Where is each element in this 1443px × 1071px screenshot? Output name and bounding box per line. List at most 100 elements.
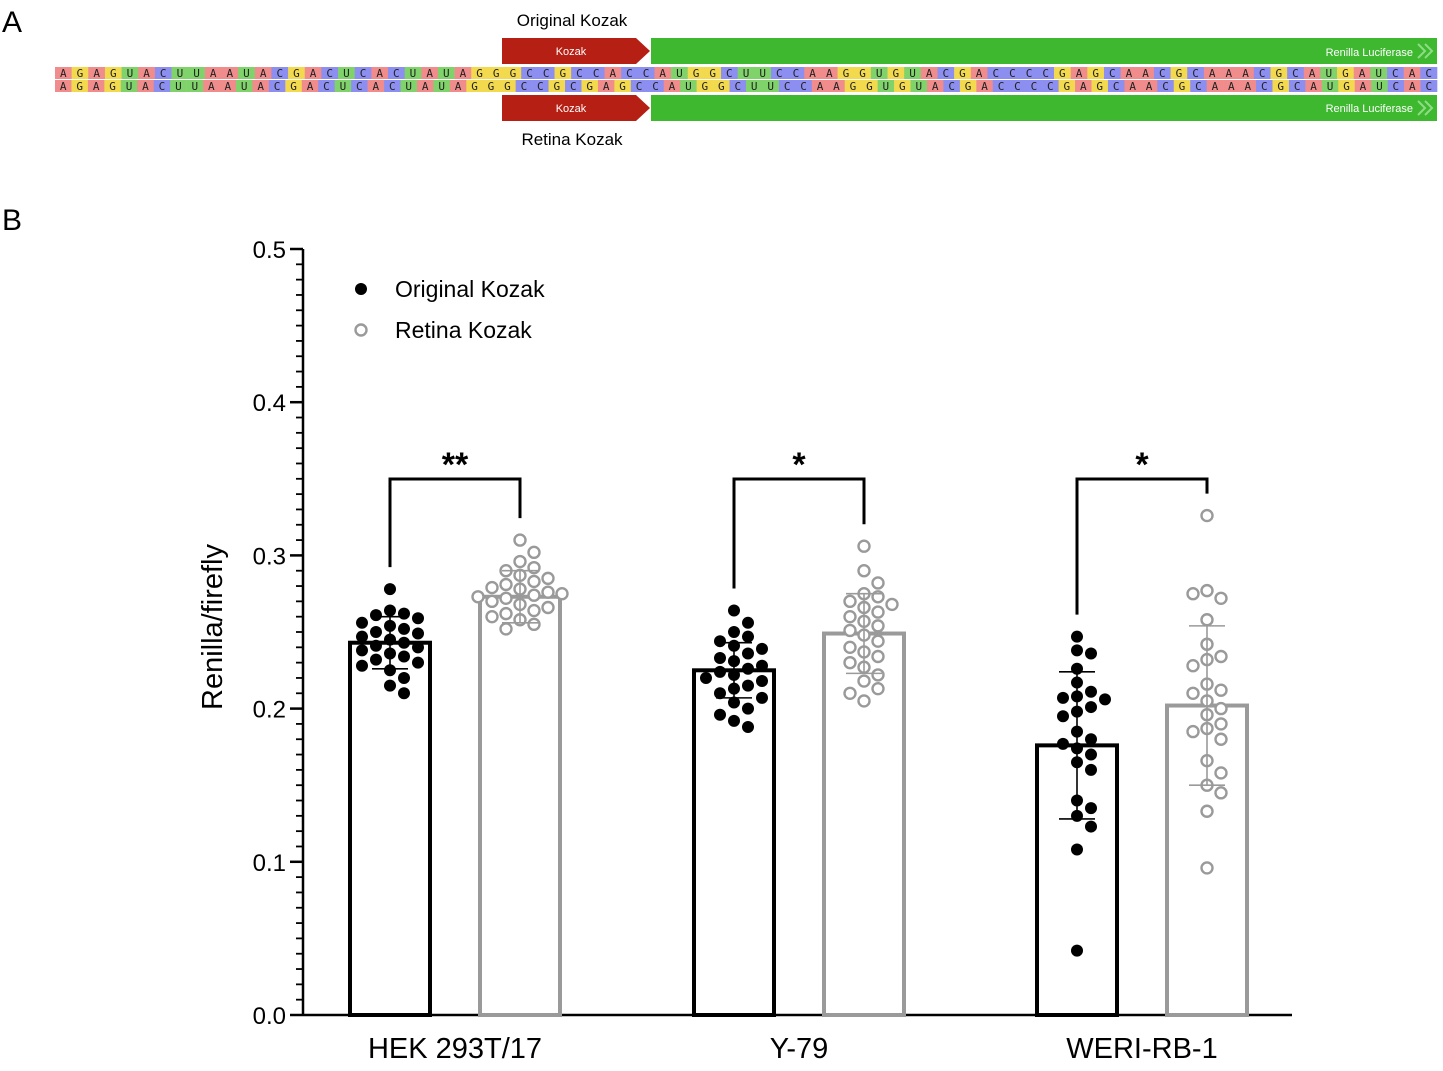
nucleotide-letter: C — [570, 80, 577, 93]
nucleotide-letter: C — [1042, 67, 1049, 80]
nucleotide-cell — [713, 80, 730, 92]
data-point-original-kozak — [370, 609, 382, 622]
nucleotide-cell — [704, 67, 722, 79]
nucleotide-cell — [604, 67, 622, 79]
nucleotide-letter: A — [1080, 80, 1087, 93]
nucleotide-letter: U — [1376, 80, 1383, 93]
data-point-retina-kozak — [1200, 804, 1214, 818]
data-point-original-kozak — [728, 714, 740, 727]
retina-kozak-feature-label: Retina Kozak — [521, 130, 623, 149]
nucleotide-letter: C — [800, 80, 807, 93]
data-point-original-kozak — [1071, 630, 1083, 643]
nucleotide-cell — [970, 67, 988, 79]
nucleotide-letter: U — [743, 67, 750, 80]
nucleotide-cell — [587, 67, 605, 79]
nucleotide-cell — [1387, 80, 1405, 92]
nucleotide-letter: G — [859, 67, 866, 80]
nucleotide-letter: C — [537, 80, 544, 93]
nucleotide-cell — [976, 80, 994, 92]
nucleotide-letter: C — [1292, 67, 1299, 80]
nucleotide-cell — [121, 67, 139, 79]
data-point-original-kozak — [398, 622, 410, 635]
nucleotide-cell — [1203, 67, 1221, 79]
nucleotide-letter: U — [1327, 80, 1334, 93]
nucleotide-cell — [55, 67, 72, 79]
nucleotide-letter: C — [1109, 67, 1116, 80]
nucleotide-letter: A — [932, 80, 939, 93]
nucleotide-cell — [663, 80, 681, 92]
nucleotide-letter: U — [126, 80, 133, 93]
data-point-original-kozak — [728, 626, 740, 638]
data-point-retina-kozak — [1186, 724, 1200, 739]
nucleotide-letter: C — [1392, 67, 1399, 80]
nucleotide-letter: A — [257, 80, 264, 93]
data-point-retina-kozak — [843, 594, 857, 609]
nucleotide-letter: G — [488, 80, 495, 93]
nucleotide-cell — [285, 80, 303, 92]
nucleotide-cell — [820, 67, 838, 79]
nucleotide-letter: C — [360, 67, 367, 80]
nucleotide-letter: G — [1343, 80, 1350, 93]
nucleotide-letter: U — [193, 67, 200, 80]
renilla-arrow-bottom-chevron-icon — [1417, 100, 1434, 116]
nucleotide-cell — [416, 80, 434, 92]
data-point-retina-kozak — [885, 597, 899, 612]
nucleotide-cell — [597, 80, 615, 92]
data-point-original-kozak — [714, 687, 726, 700]
nucleotide-cell — [1288, 80, 1306, 92]
nucleotide-cell — [654, 67, 672, 79]
nucleotide-letter: A — [669, 80, 676, 93]
nucleotide-cell — [1253, 67, 1271, 79]
data-point-original-kozak — [398, 607, 410, 620]
nucleotide-letter: A — [926, 67, 933, 80]
nucleotide-cell — [614, 80, 632, 92]
data-point-retina-kozak — [499, 591, 513, 605]
nucleotide-cell — [537, 67, 555, 79]
data-point-original-kozak — [1085, 802, 1097, 815]
nucleotide-cell — [1403, 67, 1421, 79]
nucleotide-cell — [254, 67, 272, 79]
nucleotide-cell — [992, 80, 1010, 92]
nucleotide-cell — [554, 67, 572, 79]
panel-a: A Original Kozak Retina Kozak Kozak Reni… — [2, 6, 1438, 149]
data-point-original-kozak — [384, 679, 396, 692]
data-point-original-kozak — [1057, 710, 1069, 723]
nucleotide-letter: A — [376, 67, 383, 80]
data-point-original-kozak — [398, 636, 410, 649]
nucleotide-cell — [120, 80, 138, 92]
bottom-annotation-track: Kozak Renilla Luciferase — [502, 95, 1437, 121]
nucleotide-cell — [1037, 67, 1055, 79]
nucleotide-letter: G — [866, 80, 873, 93]
nucleotide-cell — [1370, 67, 1388, 79]
nucleotide-cell — [318, 80, 335, 92]
nucleotide-cell — [1237, 67, 1255, 79]
nucleotide-letter: G — [619, 80, 626, 93]
nucleotide-cell — [499, 80, 516, 92]
data-point-retina-kozak — [1214, 786, 1228, 800]
nucleotide-cell — [1420, 67, 1438, 79]
data-point-retina-kozak — [1200, 861, 1214, 875]
nucleotide-cell — [729, 80, 747, 92]
nucleotide-letter: A — [93, 67, 100, 80]
panel-a-letter: A — [2, 6, 22, 39]
data-point-original-kozak — [728, 604, 740, 617]
nucleotide-cell — [1190, 80, 1207, 92]
nucleotide-letter: C — [356, 80, 363, 93]
nucleotide-letter: A — [1242, 67, 1249, 80]
nucleotide-cell — [647, 80, 665, 92]
nucleotide-letter: G — [1277, 80, 1284, 93]
bar-retina-kozak — [822, 631, 906, 1017]
nucleotide-letter: A — [93, 80, 100, 93]
nucleotide-letter: U — [405, 80, 412, 93]
data-point-retina-kozak — [485, 580, 499, 595]
y-tick-label: 0.5 — [253, 237, 286, 264]
nucleotide-cell — [910, 80, 928, 92]
nucleotide-letter: C — [1014, 80, 1021, 93]
nucleotide-letter: U — [1325, 67, 1332, 80]
nucleotide-letter: C — [159, 80, 166, 93]
data-point-original-kozak — [1071, 644, 1083, 657]
nucleotide-letter: A — [1076, 67, 1083, 80]
data-point-original-kozak — [384, 604, 396, 617]
nucleotide-letter: G — [560, 67, 567, 80]
